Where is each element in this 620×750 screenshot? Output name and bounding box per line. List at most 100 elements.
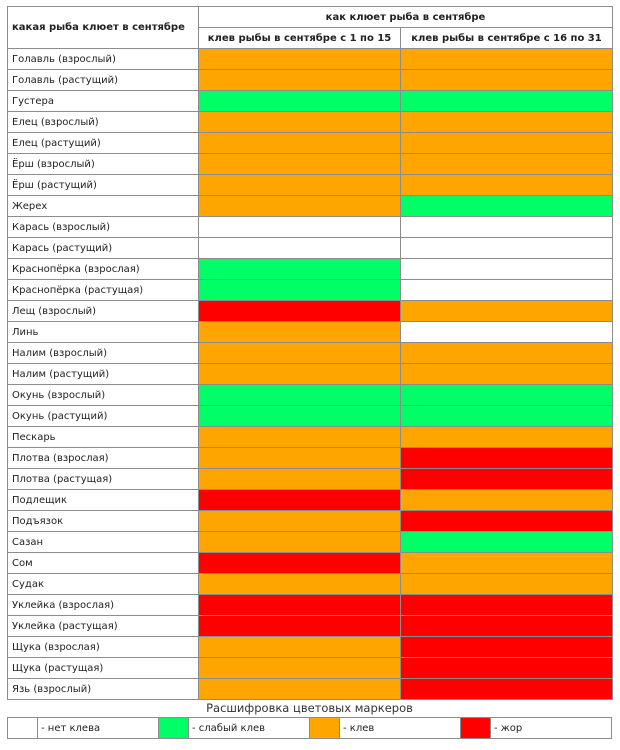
- table-row: Жерех: [7, 195, 613, 217]
- period1-header: клев рыбы в сентябре с 1 по 15: [198, 27, 401, 49]
- period1-cell: [198, 594, 401, 616]
- period1-cell: [198, 216, 401, 238]
- fish-name: Щука (взрослая): [7, 636, 199, 658]
- period2-cell: [400, 279, 613, 301]
- period1-cell: [198, 237, 401, 259]
- fish-name: Щука (растущая): [7, 657, 199, 679]
- period1-cell: [198, 258, 401, 280]
- table-row: Язь (взрослый): [7, 678, 613, 700]
- period1-cell: [198, 342, 401, 364]
- period2-cell: [400, 111, 613, 133]
- period2-cell: [400, 48, 613, 70]
- table-row: Карась (взрослый): [7, 216, 613, 238]
- period1-cell: [198, 468, 401, 490]
- table-row: Елец (взрослый): [7, 111, 613, 133]
- fish-name: Лещ (взрослый): [7, 300, 199, 322]
- fish-name: Сом: [7, 552, 199, 574]
- period1-cell: [198, 300, 401, 322]
- period1-cell: [198, 363, 401, 385]
- period1-cell: [198, 573, 401, 595]
- table-row: Плотва (взрослая): [7, 447, 613, 469]
- fish-name: Подлещик: [7, 489, 199, 511]
- period1-cell: [198, 279, 401, 301]
- period2-cell: [400, 384, 613, 406]
- table-row: Ёрш (взрослый): [7, 153, 613, 175]
- period2-cell: [400, 636, 613, 658]
- period2-cell: [400, 216, 613, 238]
- legend-label-weak: - слабый клев: [188, 717, 310, 739]
- period2-cell: [400, 468, 613, 490]
- legend-label-feed: - жор: [490, 717, 612, 739]
- fish-name: Сазан: [7, 531, 199, 553]
- fish-name: Ёрш (растущий): [7, 174, 199, 196]
- period1-cell: [198, 90, 401, 112]
- period2-cell: [400, 594, 613, 616]
- fish-name: Подъязок: [7, 510, 199, 532]
- period1-cell: [198, 174, 401, 196]
- group-header: как клюет рыба в сентябре: [198, 6, 613, 28]
- table-row: Судак: [7, 573, 613, 595]
- fish-name: Налим (взрослый): [7, 342, 199, 364]
- period2-cell: [400, 573, 613, 595]
- fish-name: Карась (взрослый): [7, 216, 199, 238]
- table-body: Голавль (взрослый) Голавль (растущий) Густ…: [7, 48, 613, 700]
- period1-cell: [198, 405, 401, 427]
- fish-name: Голавль (взрослый): [7, 48, 199, 70]
- table-row: Подлещик: [7, 489, 613, 511]
- period2-cell: [400, 405, 613, 427]
- period1-cell: [198, 615, 401, 637]
- period1-cell: [198, 636, 401, 658]
- legend-swatch-bite: [309, 717, 340, 739]
- header-row-bottom: клев рыбы в сентябре с 1 по 15 клев рыбы…: [8, 27, 613, 49]
- period2-cell: [400, 363, 613, 385]
- legend-label-bite: - клев: [339, 717, 461, 739]
- fish-name: Карась (растущий): [7, 237, 199, 259]
- period1-cell: [198, 657, 401, 679]
- legend-swatch-weak: [158, 717, 189, 739]
- period2-cell: [400, 195, 613, 217]
- legend-caption: Расшифровка цветовых маркеров: [206, 701, 413, 715]
- period2-cell: [400, 657, 613, 679]
- fish-name: Уклейка (растущая): [7, 615, 199, 637]
- table-row: Уклейка (взрослая): [7, 594, 613, 616]
- legend-row: - нет клева - слабый клев - клев - жор: [7, 717, 612, 739]
- fish-column-header: какая рыба клюет в сентябре: [7, 6, 199, 49]
- period1-cell: [198, 426, 401, 448]
- period2-cell: [400, 90, 613, 112]
- legend-table: - нет клева - слабый клев - клев - жор: [7, 717, 612, 739]
- fish-name: Окунь (растущий): [7, 405, 199, 427]
- period1-cell: [198, 678, 401, 700]
- fish-name: Язь (взрослый): [7, 678, 199, 700]
- table-row: Окунь (взрослый): [7, 384, 613, 406]
- table-row: Щука (взрослая): [7, 636, 613, 658]
- period1-cell: [198, 531, 401, 553]
- table-row: Плотва (растущая): [7, 468, 613, 490]
- table-row: Голавль (растущий): [7, 69, 613, 91]
- table-row: Карась (растущий): [7, 237, 613, 259]
- period1-cell: [198, 489, 401, 511]
- period2-cell: [400, 552, 613, 574]
- period2-cell: [400, 615, 613, 637]
- table-row: Окунь (растущий): [7, 405, 613, 427]
- fish-name: Плотва (растущая): [7, 468, 199, 490]
- period2-cell: [400, 678, 613, 700]
- period1-cell: [198, 552, 401, 574]
- fish-name: Густера: [7, 90, 199, 112]
- table-row: Линь: [7, 321, 613, 343]
- header-row-top: какая рыба клюет в сентябре как клюет ры…: [7, 6, 613, 49]
- period2-cell: [400, 531, 613, 553]
- table-row: Ёрш (растущий): [7, 174, 613, 196]
- fish-name: Уклейка (взрослая): [7, 594, 199, 616]
- period2-cell: [400, 258, 613, 280]
- table-row: Сазан: [7, 531, 613, 553]
- table-row: Уклейка (растущая): [7, 615, 613, 637]
- legend-label-none: - нет клева: [37, 717, 159, 739]
- period2-cell: [400, 132, 613, 154]
- table-row: Налим (растущий): [7, 363, 613, 385]
- fish-name: Судак: [7, 573, 199, 595]
- period2-cell: [400, 342, 613, 364]
- table-row: Подъязок: [7, 510, 613, 532]
- period2-cell: [400, 174, 613, 196]
- bite-calendar: какая рыба клюет в сентябре как клюет ры…: [7, 6, 613, 739]
- period1-cell: [198, 153, 401, 175]
